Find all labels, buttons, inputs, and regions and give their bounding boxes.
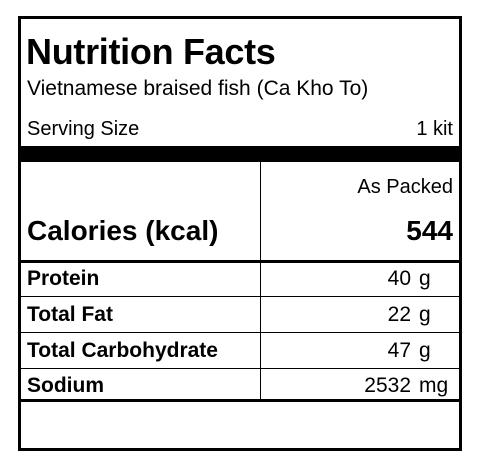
nutrient-value-protein: 40 — [387, 267, 411, 290]
nutrient-value-total-fat: 22 — [387, 303, 411, 326]
row-divider — [21, 332, 459, 333]
nutrient-label-protein: Protein — [27, 267, 100, 290]
row-divider — [21, 296, 459, 297]
bottom-divider — [21, 399, 459, 402]
nutrient-unit-total-fat: g — [419, 303, 431, 326]
calories-label: Calories (kcal) — [27, 215, 219, 246]
serving-size-label: Serving Size — [27, 118, 140, 140]
calories-divider — [21, 260, 459, 263]
nutrient-value-total-carbohydrate: 47 — [387, 339, 411, 362]
thick-divider — [21, 146, 459, 162]
nutrient-label-total-fat: Total Fat — [27, 303, 113, 326]
column-divider — [260, 162, 261, 399]
nutrient-unit-sodium: mg — [419, 374, 449, 397]
nutrition-facts-label: Nutrition Facts Vietnamese braised fish … — [18, 16, 462, 451]
nutrient-unit-protein: g — [419, 267, 431, 290]
label-title: Nutrition Facts — [26, 31, 276, 72]
nutrient-label-total-carbohydrate: Total Carbohydrate — [27, 339, 218, 362]
column-header-as-packed: As Packed — [357, 176, 453, 198]
serving-size-value: 1 kit — [416, 118, 453, 140]
nutrient-value-sodium: 2532 — [364, 374, 411, 397]
calories-value: 544 — [406, 215, 453, 246]
product-name: Vietnamese braised fish (Ca Kho To) — [27, 77, 369, 100]
nutrient-unit-total-carbohydrate: g — [419, 339, 431, 362]
nutrient-label-sodium: Sodium — [27, 374, 104, 397]
row-divider — [21, 368, 459, 369]
